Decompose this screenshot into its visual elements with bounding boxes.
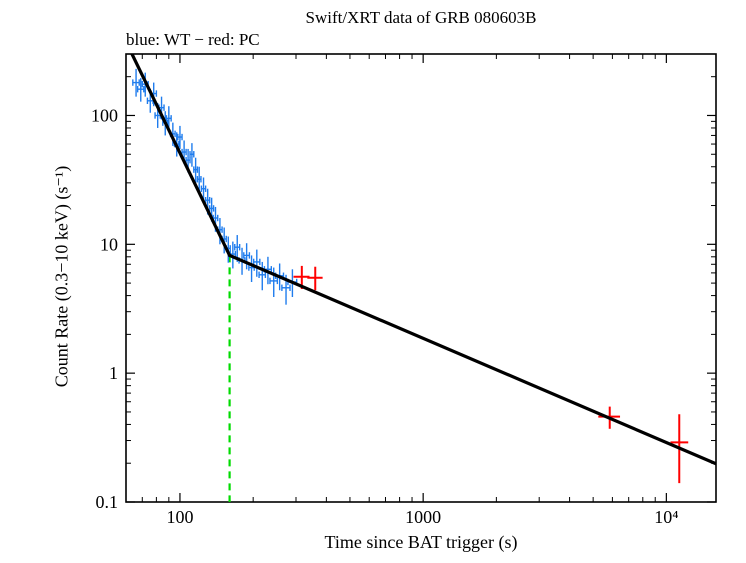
fit-line bbox=[132, 54, 230, 255]
y-tick-label: 10 bbox=[100, 234, 118, 254]
y-tick-label: 100 bbox=[91, 105, 118, 125]
x-axis-label: Time since BAT trigger (s) bbox=[126, 532, 716, 553]
data-layer bbox=[132, 54, 716, 502]
y-tick-label: 1 bbox=[109, 363, 118, 383]
chart-title: Swift/XRT data of GRB 080603B bbox=[126, 8, 716, 28]
chart-container: 100 1000 10⁴ 0.1 1 10 100 Swift/XRT data of GR… bbox=[0, 0, 746, 558]
x-tick-label: 1000 bbox=[405, 507, 441, 527]
plot-frame bbox=[126, 54, 716, 502]
y-tick-label: 0.1 bbox=[96, 492, 119, 512]
chart-svg: 100 1000 10⁴ 0.1 1 10 100 bbox=[0, 0, 746, 558]
fit-line bbox=[230, 255, 716, 463]
x-tick-label: 100 bbox=[166, 507, 193, 527]
y-axis-label: Count Rate (0.3−10 keV) (s⁻¹) bbox=[52, 53, 73, 501]
x-tick-label: 10⁴ bbox=[654, 507, 678, 527]
chart-subtitle: blue: WT − red: PC bbox=[126, 30, 260, 50]
